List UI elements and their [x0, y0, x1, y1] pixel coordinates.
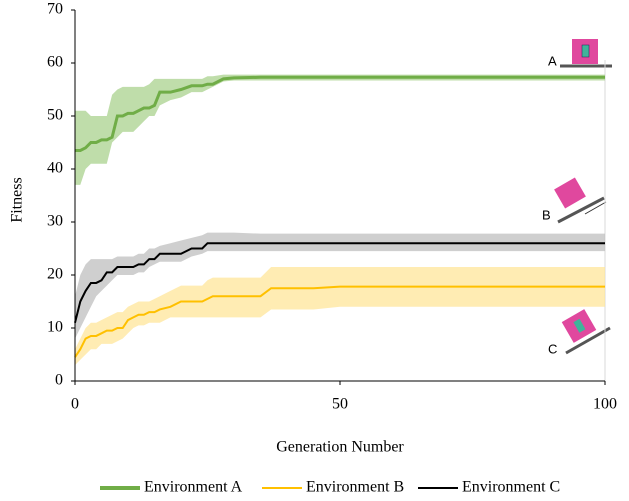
annotation: C [548, 341, 557, 356]
y-tick-label: 20 [47, 266, 63, 283]
x-axis-title: Generation Number [276, 439, 404, 456]
y-tick-label: 70 [47, 1, 63, 18]
legend-label: Environment C [462, 479, 560, 496]
platform [557, 196, 605, 224]
y-tick-label: 10 [47, 319, 63, 336]
y-tick-label: 60 [47, 54, 63, 71]
arrow [584, 201, 607, 215]
block [554, 177, 586, 209]
annotation: B [542, 207, 551, 222]
y-tick-label: 30 [47, 213, 63, 230]
series-line [74, 242, 605, 323]
y-tick-label: 0 [55, 372, 63, 389]
x-tick-label: 50 [332, 396, 348, 413]
confidence-band [75, 267, 605, 366]
legend-label: Environment A [144, 479, 243, 496]
icon-b [554, 177, 607, 224]
series-line [75, 75, 605, 152]
y-tick-label: 40 [47, 160, 63, 177]
legend-label: Environment B [306, 479, 404, 496]
sensor [573, 318, 586, 333]
y-axis-title: Fitness [9, 177, 26, 222]
platform [565, 326, 611, 355]
annotation: A [548, 53, 557, 68]
series-line [74, 285, 605, 358]
x-tick-label: 100 [593, 396, 617, 413]
sensor [581, 44, 590, 58]
y-tick-label: 50 [47, 107, 63, 124]
icon-c [561, 309, 611, 355]
confidence-band [75, 74, 605, 185]
x-tick-label: 0 [71, 396, 79, 413]
icon-a [560, 39, 612, 68]
